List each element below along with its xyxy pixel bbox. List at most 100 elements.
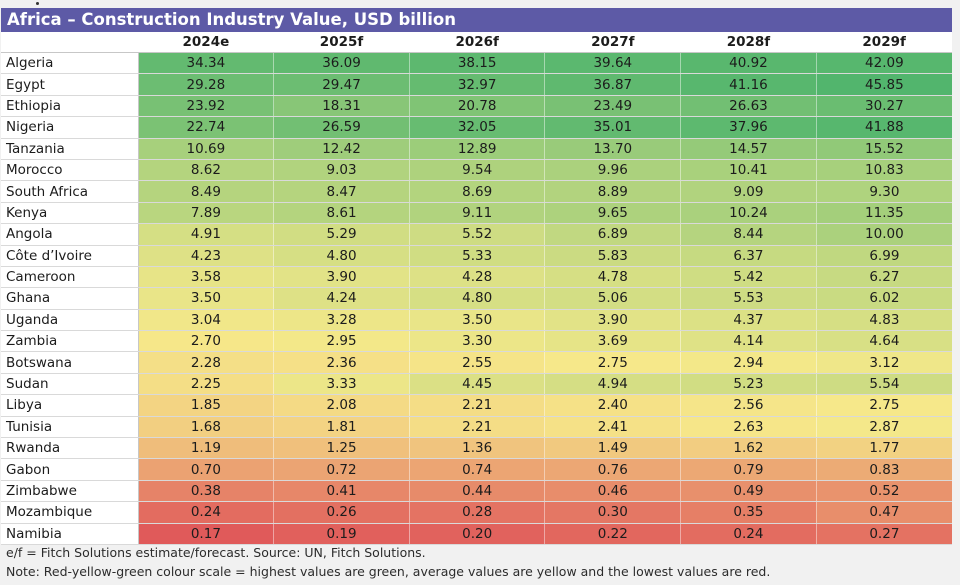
value-cell: 0.41: [273, 480, 410, 503]
value-cell: 0.46: [544, 480, 681, 503]
value-cell: 6.02: [815, 287, 952, 310]
value-cell: 41.88: [815, 116, 952, 139]
value-cell: 4.24: [273, 287, 410, 310]
table-row: South Africa 8.49 8.47 8.69 8.89 9.09 9.30: [1, 180, 952, 203]
value-cell: 0.70: [137, 458, 274, 481]
value-cell: 0.27: [815, 523, 952, 545]
value-cell: 0.24: [137, 501, 274, 524]
value-cell: 5.33: [408, 245, 545, 267]
country-name: South Africa: [1, 180, 139, 203]
value-cell: 9.54: [408, 159, 545, 182]
value-cell: 5.52: [408, 223, 545, 246]
value-cell: 0.74: [408, 458, 545, 481]
value-cell: 3.90: [544, 309, 681, 332]
value-cell: 0.35: [680, 501, 817, 524]
value-cell: 6.37: [680, 245, 817, 267]
value-cell: 37.96: [680, 116, 817, 139]
table-row: Angola 4.91 5.29 5.52 6.89 8.44 10.00: [1, 223, 952, 246]
value-cell: 8.62: [137, 159, 274, 182]
value-cell: 3.33: [273, 373, 410, 396]
country-name: Egypt: [1, 73, 139, 96]
table-title: Africa – Construction Industry Value, US…: [1, 8, 952, 32]
value-cell: 1.68: [137, 416, 274, 439]
value-cell: 32.05: [408, 116, 545, 139]
value-cell: 18.31: [273, 95, 410, 118]
value-cell: 10.69: [137, 138, 274, 160]
table-row: Mozambique 0.24 0.26 0.28 0.30 0.35 0.47: [1, 501, 952, 524]
table-row: Ghana 3.50 4.24 4.80 5.06 5.53 6.02: [1, 287, 952, 310]
value-cell: 1.25: [273, 437, 410, 460]
table-row: Sudan 2.25 3.33 4.45 4.94 5.23 5.54: [1, 373, 952, 396]
value-cell: 0.20: [408, 523, 545, 545]
table-row: Ethiopia 23.92 18.31 20.78 23.49 26.63 30.27: [1, 95, 952, 118]
header-blank: [1, 32, 139, 53]
value-cell: 11.35: [815, 202, 952, 225]
value-cell: 3.58: [137, 266, 274, 289]
column-header: 2026f: [409, 32, 545, 53]
country-name: Namibia: [1, 523, 139, 545]
value-cell: 10.00: [815, 223, 952, 246]
value-cell: 5.83: [544, 245, 681, 267]
value-cell: 8.61: [273, 202, 410, 225]
table-row: Kenya 7.89 8.61 9.11 9.65 10.24 11.35: [1, 202, 952, 225]
country-name: Nigeria: [1, 116, 139, 139]
value-cell: 8.69: [408, 180, 545, 203]
value-cell: 4.94: [544, 373, 681, 396]
value-cell: 5.23: [680, 373, 817, 396]
table-row: Namibia 0.17 0.19 0.20 0.22 0.24 0.27: [1, 523, 952, 545]
value-cell: 8.47: [273, 180, 410, 203]
value-cell: 29.47: [273, 73, 410, 96]
value-cell: 2.63: [680, 416, 817, 439]
value-cell: 4.83: [815, 309, 952, 332]
value-cell: 0.22: [544, 523, 681, 545]
country-name: Zambia: [1, 330, 139, 353]
column-header: 2029f: [816, 32, 952, 53]
table-row: Zimbabwe 0.38 0.41 0.44 0.46 0.49 0.52: [1, 480, 952, 503]
value-cell: 12.42: [273, 138, 410, 160]
value-cell: 1.49: [544, 437, 681, 460]
color-scale-note: Note: Red-yellow-green colour scale = hi…: [6, 564, 771, 579]
value-cell: 2.08: [273, 394, 410, 417]
value-cell: 40.92: [680, 52, 817, 75]
value-cell: 8.44: [680, 223, 817, 246]
header-row: 2024e 2025f 2026f 2027f 2028f 2029f: [1, 32, 952, 53]
table-row: Morocco 8.62 9.03 9.54 9.96 10.41 10.83: [1, 159, 952, 182]
country-name: Ghana: [1, 287, 139, 310]
value-cell: 29.28: [137, 73, 274, 96]
value-cell: 39.64: [544, 52, 681, 75]
decorative-dot: [36, 2, 39, 5]
value-cell: 0.44: [408, 480, 545, 503]
value-cell: 3.90: [273, 266, 410, 289]
table-row: Côte d’Ivoire 4.23 4.80 5.33 5.83 6.37 6.99: [1, 245, 952, 267]
value-cell: 1.36: [408, 437, 545, 460]
value-cell: 8.49: [137, 180, 274, 203]
country-name: Sudan: [1, 373, 139, 396]
value-cell: 9.03: [273, 159, 410, 182]
value-cell: 0.26: [273, 501, 410, 524]
value-cell: 6.99: [815, 245, 952, 267]
country-name: Algeria: [1, 52, 139, 75]
country-name: Ethiopia: [1, 95, 139, 118]
value-cell: 2.75: [815, 394, 952, 417]
value-cell: 2.28: [137, 351, 274, 374]
value-cell: 3.12: [815, 351, 952, 374]
value-cell: 30.27: [815, 95, 952, 118]
table-row: Cameroon 3.58 3.90 4.28 4.78 5.42 6.27: [1, 266, 952, 289]
value-cell: 5.42: [680, 266, 817, 289]
value-cell: 0.17: [137, 523, 274, 545]
value-cell: 6.89: [544, 223, 681, 246]
value-cell: 1.81: [273, 416, 410, 439]
value-cell: 0.76: [544, 458, 681, 481]
value-cell: 0.52: [815, 480, 952, 503]
country-name: Tanzania: [1, 138, 139, 160]
value-cell: 1.85: [137, 394, 274, 417]
country-name: Rwanda: [1, 437, 139, 460]
country-name: Kenya: [1, 202, 139, 225]
value-cell: 23.92: [137, 95, 274, 118]
country-name: Gabon: [1, 458, 139, 481]
value-cell: 45.85: [815, 73, 952, 96]
value-cell: 41.16: [680, 73, 817, 96]
country-name: Mozambique: [1, 501, 139, 524]
value-cell: 26.63: [680, 95, 817, 118]
table-row: Tunisia 1.68 1.81 2.21 2.41 2.63 2.87: [1, 416, 952, 439]
